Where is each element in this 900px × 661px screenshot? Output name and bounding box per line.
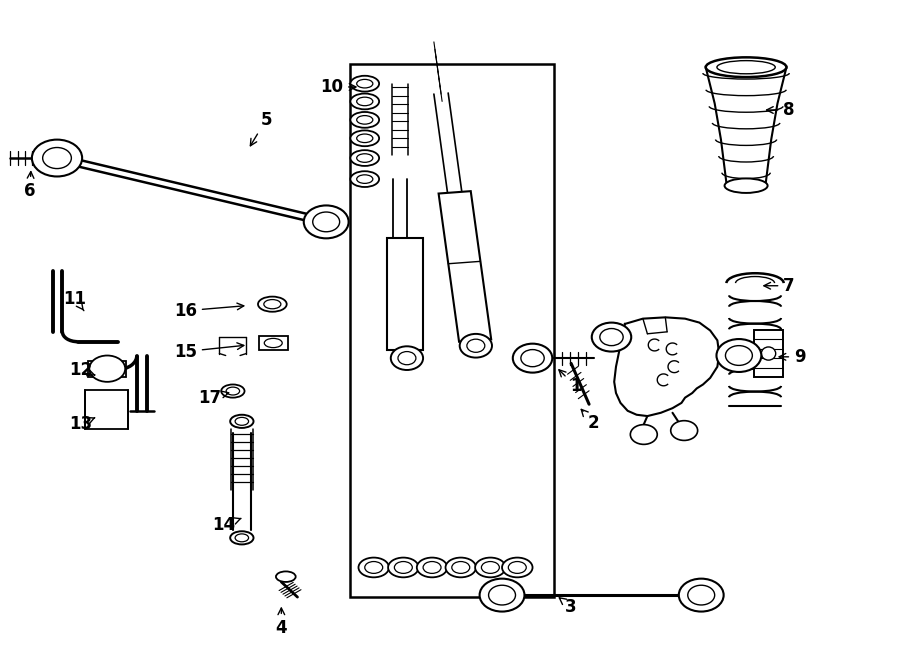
- Ellipse shape: [356, 154, 373, 163]
- Ellipse shape: [358, 558, 389, 577]
- Circle shape: [599, 329, 623, 346]
- Circle shape: [480, 578, 525, 611]
- Bar: [85, 390, 128, 429]
- Text: 10: 10: [320, 78, 356, 96]
- Ellipse shape: [350, 94, 379, 109]
- Ellipse shape: [230, 414, 254, 428]
- Ellipse shape: [356, 175, 373, 183]
- Circle shape: [725, 346, 752, 366]
- Bar: [387, 239, 423, 350]
- Ellipse shape: [356, 79, 373, 88]
- Ellipse shape: [423, 562, 441, 573]
- Circle shape: [391, 346, 423, 370]
- Ellipse shape: [356, 97, 373, 106]
- Bar: [349, 64, 554, 597]
- Bar: [259, 336, 288, 350]
- Ellipse shape: [724, 178, 768, 193]
- Ellipse shape: [350, 150, 379, 166]
- Circle shape: [489, 585, 516, 605]
- Circle shape: [521, 350, 544, 367]
- Ellipse shape: [356, 134, 373, 143]
- Text: 1: 1: [559, 369, 581, 395]
- Ellipse shape: [235, 534, 248, 542]
- Circle shape: [679, 578, 724, 611]
- Circle shape: [688, 585, 715, 605]
- Ellipse shape: [502, 558, 533, 577]
- Bar: [754, 330, 783, 377]
- Ellipse shape: [717, 61, 775, 74]
- Ellipse shape: [417, 558, 447, 577]
- Ellipse shape: [388, 558, 418, 577]
- Text: 8: 8: [767, 101, 795, 119]
- Ellipse shape: [452, 562, 470, 573]
- Ellipse shape: [475, 558, 506, 577]
- Text: 4: 4: [275, 608, 287, 637]
- Ellipse shape: [706, 58, 787, 77]
- Text: 11: 11: [64, 290, 86, 311]
- Text: 15: 15: [174, 342, 244, 360]
- Ellipse shape: [446, 558, 476, 577]
- Circle shape: [460, 334, 492, 358]
- Circle shape: [312, 212, 339, 232]
- Ellipse shape: [350, 76, 379, 92]
- Ellipse shape: [761, 347, 776, 360]
- Ellipse shape: [350, 130, 379, 146]
- Text: 14: 14: [212, 516, 241, 533]
- Ellipse shape: [356, 116, 373, 124]
- Circle shape: [513, 344, 553, 373]
- Text: 2: 2: [581, 409, 599, 432]
- Bar: [88, 361, 126, 377]
- Ellipse shape: [394, 562, 412, 573]
- Circle shape: [32, 139, 82, 176]
- Ellipse shape: [221, 385, 245, 398]
- Circle shape: [304, 206, 348, 239]
- Circle shape: [592, 323, 631, 352]
- Circle shape: [398, 352, 416, 365]
- Ellipse shape: [235, 417, 248, 425]
- Text: 16: 16: [174, 302, 244, 320]
- Ellipse shape: [350, 171, 379, 187]
- Circle shape: [670, 420, 698, 440]
- Circle shape: [716, 339, 761, 372]
- Text: 9: 9: [779, 348, 806, 366]
- Text: 3: 3: [559, 598, 577, 616]
- Text: 5: 5: [250, 111, 272, 146]
- Ellipse shape: [482, 562, 500, 573]
- Circle shape: [42, 147, 71, 169]
- Text: 12: 12: [68, 361, 94, 379]
- Ellipse shape: [230, 531, 254, 545]
- Text: 13: 13: [68, 415, 94, 433]
- Polygon shape: [438, 191, 491, 342]
- Text: 7: 7: [764, 277, 795, 295]
- Ellipse shape: [264, 299, 281, 309]
- Ellipse shape: [364, 562, 382, 573]
- Circle shape: [89, 356, 125, 382]
- Ellipse shape: [350, 112, 379, 128]
- Ellipse shape: [226, 387, 239, 395]
- Circle shape: [467, 339, 485, 352]
- Ellipse shape: [265, 338, 283, 348]
- Ellipse shape: [276, 571, 296, 582]
- Circle shape: [630, 424, 657, 444]
- Text: 6: 6: [24, 172, 36, 200]
- Text: 17: 17: [198, 389, 229, 407]
- Ellipse shape: [258, 297, 287, 312]
- Ellipse shape: [508, 562, 526, 573]
